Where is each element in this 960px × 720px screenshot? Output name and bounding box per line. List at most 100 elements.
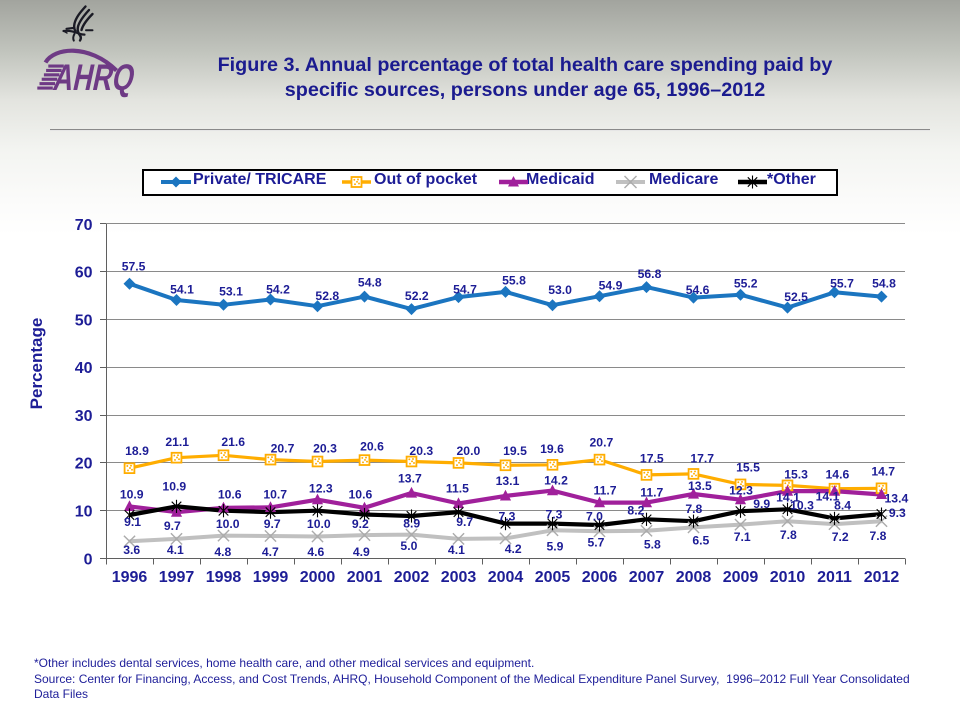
svg-text:9.1: 9.1	[124, 515, 141, 529]
svg-text:10.6: 10.6	[349, 488, 373, 502]
svg-text:1998: 1998	[206, 569, 242, 586]
svg-text:54.1: 54.1	[170, 282, 194, 296]
svg-text:12.3: 12.3	[309, 482, 333, 496]
svg-text:17.5: 17.5	[640, 451, 664, 465]
svg-text:2004: 2004	[488, 569, 524, 586]
svg-text:2005: 2005	[535, 569, 571, 586]
svg-text:9.3: 9.3	[889, 506, 906, 520]
svg-text:14.2: 14.2	[544, 474, 568, 488]
svg-text:54.9: 54.9	[599, 279, 623, 293]
svg-text:AHRQ: AHRQ	[50, 56, 139, 98]
svg-text:57.5: 57.5	[122, 260, 146, 274]
svg-text:2002: 2002	[394, 569, 430, 586]
svg-text:56.8: 56.8	[638, 267, 662, 281]
svg-text:60: 60	[75, 265, 93, 282]
svg-text:2003: 2003	[441, 569, 477, 586]
svg-text:10.6: 10.6	[218, 488, 242, 502]
svg-text:54.6: 54.6	[686, 283, 710, 297]
svg-text:10.0: 10.0	[216, 517, 240, 531]
svg-text:9.9: 9.9	[753, 497, 770, 511]
svg-text:7.0: 7.0	[586, 509, 603, 523]
svg-text:2011: 2011	[817, 569, 852, 586]
svg-text:0: 0	[84, 551, 93, 568]
svg-text:9.2: 9.2	[352, 517, 369, 531]
svg-text:15.5: 15.5	[736, 461, 760, 475]
svg-text:13.5: 13.5	[688, 479, 712, 493]
svg-text:9.7: 9.7	[164, 519, 181, 533]
svg-text:10.3: 10.3	[790, 499, 814, 513]
svg-text:11.7: 11.7	[640, 486, 663, 500]
svg-text:4.8: 4.8	[214, 545, 231, 559]
svg-text:6.5: 6.5	[692, 534, 709, 548]
svg-text:7.3: 7.3	[499, 510, 516, 524]
svg-text:8.9: 8.9	[403, 516, 420, 530]
svg-text:4.1: 4.1	[167, 543, 184, 557]
svg-text:4.2: 4.2	[505, 542, 522, 556]
svg-text:20.6: 20.6	[360, 439, 384, 453]
svg-text:1997: 1997	[159, 569, 195, 586]
svg-text:13.7: 13.7	[398, 472, 422, 486]
svg-text:54.8: 54.8	[872, 276, 896, 290]
svg-text:9.7: 9.7	[456, 515, 473, 529]
svg-text:10.9: 10.9	[162, 480, 186, 494]
svg-text:7.2: 7.2	[832, 530, 849, 544]
svg-text:17.7: 17.7	[690, 451, 714, 465]
svg-text:19.5: 19.5	[503, 444, 527, 458]
svg-text:8.4: 8.4	[834, 499, 851, 513]
svg-text:20.3: 20.3	[409, 444, 433, 458]
svg-text:14.7: 14.7	[871, 464, 895, 478]
svg-text:19.6: 19.6	[540, 442, 564, 456]
svg-text:5.8: 5.8	[644, 538, 661, 552]
svg-text:4.1: 4.1	[448, 543, 465, 557]
svg-text:53.1: 53.1	[219, 285, 243, 299]
svg-text:52.5: 52.5	[784, 290, 808, 304]
svg-text:55.7: 55.7	[830, 276, 854, 290]
svg-text:50: 50	[75, 312, 93, 329]
svg-text:4.7: 4.7	[262, 545, 279, 559]
svg-text:12.3: 12.3	[729, 484, 753, 498]
svg-text:52.2: 52.2	[405, 289, 429, 303]
svg-text:14.6: 14.6	[826, 467, 850, 481]
svg-text:10.7: 10.7	[263, 488, 287, 502]
svg-text:9.7: 9.7	[264, 517, 281, 531]
svg-text:2001: 2001	[347, 569, 383, 586]
svg-text:4.9: 4.9	[353, 545, 370, 559]
svg-text:21.6: 21.6	[221, 435, 245, 449]
svg-text:55.2: 55.2	[734, 276, 758, 290]
svg-text:20.7: 20.7	[590, 435, 614, 449]
svg-text:2007: 2007	[629, 569, 665, 586]
svg-text:13.1: 13.1	[496, 474, 520, 488]
svg-text:2008: 2008	[676, 569, 712, 586]
svg-text:54.8: 54.8	[358, 276, 382, 290]
svg-text:53.0: 53.0	[548, 283, 572, 297]
svg-text:30: 30	[75, 408, 93, 425]
svg-text:2006: 2006	[582, 569, 618, 586]
svg-text:1999: 1999	[253, 569, 289, 586]
svg-text:7.8: 7.8	[685, 502, 702, 516]
svg-text:7.8: 7.8	[780, 528, 797, 542]
svg-text:11.7: 11.7	[593, 484, 616, 498]
svg-text:21.1: 21.1	[165, 435, 189, 449]
svg-text:10.9: 10.9	[120, 488, 144, 502]
svg-text:3.6: 3.6	[123, 543, 140, 557]
svg-text:18.9: 18.9	[125, 444, 149, 458]
svg-text:2009: 2009	[723, 569, 759, 586]
svg-text:4.6: 4.6	[307, 545, 324, 559]
svg-text:5.0: 5.0	[400, 539, 417, 553]
svg-text:55.8: 55.8	[502, 273, 526, 287]
svg-text:20: 20	[75, 456, 93, 473]
svg-text:10: 10	[75, 504, 93, 521]
svg-text:2010: 2010	[770, 569, 806, 586]
svg-text:52.8: 52.8	[315, 289, 339, 303]
svg-text:70: 70	[75, 217, 93, 234]
svg-text:40: 40	[75, 360, 93, 377]
svg-text:20.7: 20.7	[271, 442, 295, 456]
svg-text:20.3: 20.3	[313, 442, 337, 456]
svg-text:20.0: 20.0	[457, 444, 481, 458]
svg-text:14.1: 14.1	[816, 490, 840, 504]
svg-text:13.4: 13.4	[885, 492, 909, 506]
svg-text:11.5: 11.5	[446, 482, 469, 496]
svg-text:Percentage: Percentage	[27, 318, 46, 410]
svg-text:54.7: 54.7	[453, 282, 477, 296]
svg-text:10.0: 10.0	[307, 517, 331, 531]
